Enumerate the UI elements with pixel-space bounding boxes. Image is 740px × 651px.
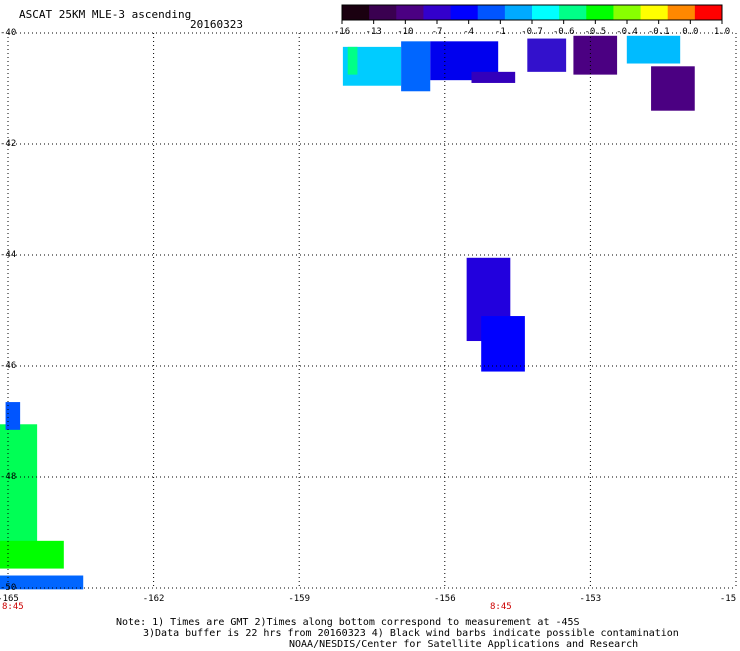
data-cell [5,402,21,430]
y-tick-label: -50 [0,583,17,593]
data-cell [471,71,516,83]
colorbar-tick-label: -4 [463,27,475,37]
data-cell [347,46,358,75]
data-cell [626,35,681,64]
x-tick-label: -165 [0,594,19,604]
colorbar-tick-label: 1.0 [713,27,731,37]
data-cell [651,66,695,111]
note-line-1: Note: 1) Times are GMT 2)Times along bot… [116,617,580,628]
chart-title: ASCAT 25KM MLE-3 ascending [19,8,192,21]
colorbar-segment [450,5,479,20]
colorbar-segment [423,5,452,20]
colorbar-segment [369,5,397,20]
colorbar-tick-label: -13 [365,27,382,37]
colorbar-segment [613,5,642,20]
colorbar-segment [342,5,370,20]
x-tick-label: -153 [579,594,602,604]
colorbar-tick-label: -0.5 [584,27,607,37]
colorbar-segment [504,5,533,20]
colorbar-segment [640,5,669,20]
colorbar-segment [586,5,614,20]
x-tick-label: -156 [433,594,456,604]
colorbar-tick-label: -0.6 [552,27,575,37]
data-cell [481,316,525,372]
colorbar-tick-label: -10 [397,27,414,37]
y-tick-label: -42 [0,139,17,149]
colorbar-segment [396,5,424,20]
colorbar-tick-label: -1 [494,27,506,37]
x-tick-label: -15 [719,594,737,604]
y-tick-label: -48 [0,472,17,482]
colorbar-segment [694,5,723,20]
x-tick-label: -162 [142,594,165,604]
colorbar-segment [532,5,560,20]
colorbar-tick-label: -7 [431,27,443,37]
note-line-3: NOAA/NESDIS/Center for Satellite Applica… [289,639,639,650]
time-label-mid: 8:45 [490,602,512,612]
colorbar-tick-label: -0.7 [521,27,543,37]
colorbar-tick-label: -0.1 [647,27,670,37]
colorbar-segment [559,5,587,20]
x-tick-label: -159 [288,594,311,604]
data-cell [401,41,431,92]
data-cell [527,38,567,72]
colorbar-segment [477,5,506,20]
y-tick-label: -46 [0,361,17,371]
data-cell [0,424,38,552]
note-line-2: 3)Data buffer is 22 hrs from 20160323 4)… [143,628,679,639]
y-tick-label: -40 [0,28,17,38]
y-tick-label: -44 [0,250,17,260]
data-cell [0,540,64,569]
colorbar-segment [667,5,696,20]
colorbar-tick-label: -0.4 [616,27,638,37]
data-cell [573,35,618,75]
colorbar-tick-label: -16 [333,27,351,37]
time-label-left: 8:45 [2,602,24,612]
colorbar-tick-label: 0.0 [682,27,699,37]
data-cell [0,575,84,590]
chart-date: 20160323 [190,18,243,31]
